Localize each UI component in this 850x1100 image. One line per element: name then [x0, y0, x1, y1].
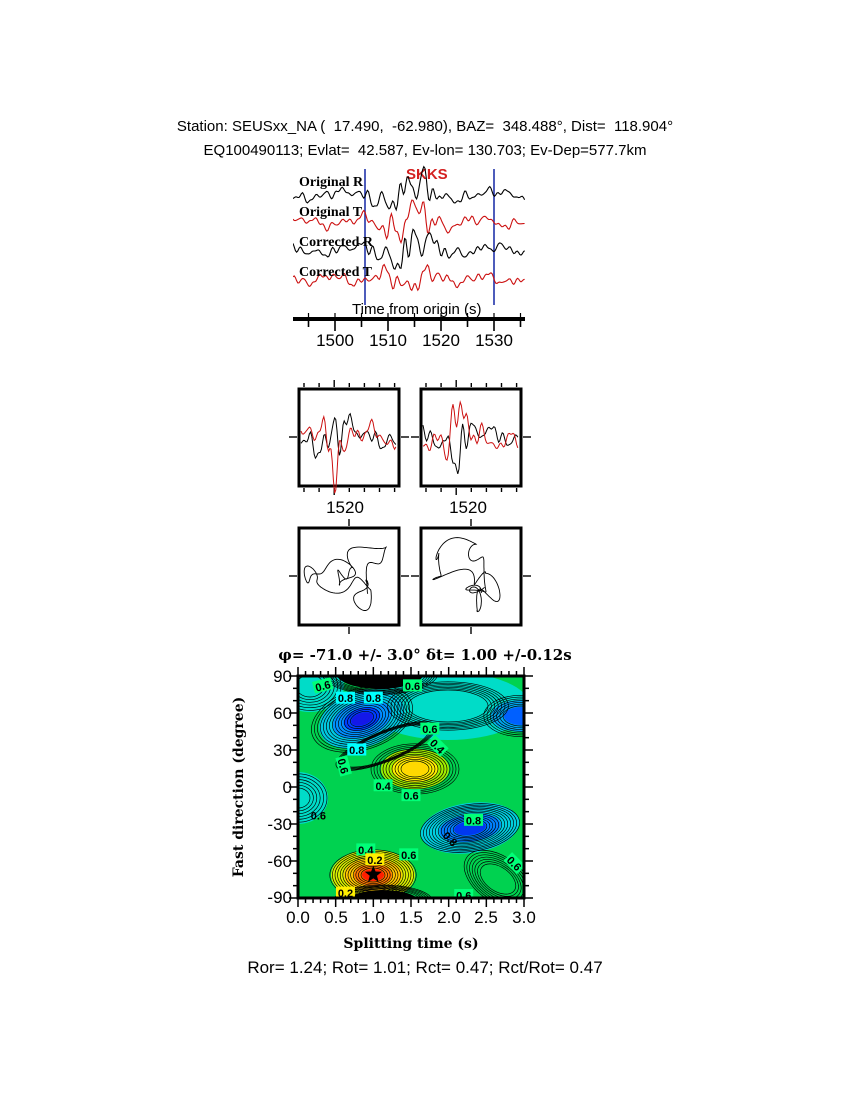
contour-label: 0.6 — [401, 789, 421, 803]
contour-label: 0.6 — [420, 722, 440, 736]
map-title: φ= -71.0 +/- 3.0° δt= 1.00 +/-0.12s — [278, 646, 572, 664]
svg-text:0.4: 0.4 — [375, 781, 391, 793]
contour-label: 0.6 — [399, 848, 419, 862]
phi-tick-label: 0 — [282, 778, 292, 797]
map-xlabel: Splitting time (s) — [343, 936, 479, 952]
phi-tick-label: 30 — [273, 741, 292, 760]
svg-text:0.8: 0.8 — [366, 693, 381, 705]
time-tick-label: 1530 — [475, 331, 513, 350]
dt-tick-label: 2.5 — [474, 908, 498, 927]
dt-tick-label: 0.0 — [286, 908, 310, 927]
svg-text:0.6: 0.6 — [405, 681, 420, 693]
zoom-left-tick-label: 1520 — [326, 498, 364, 517]
svg-text:0.8: 0.8 — [466, 815, 481, 827]
dt-tick-label: 3.0 — [512, 908, 536, 927]
phi-tick-label: 90 — [273, 667, 292, 686]
contour-label: 0.2 — [335, 886, 355, 900]
contour-label: 0.4 — [373, 779, 393, 793]
trace-label-corrected-r: Corrected R — [299, 235, 373, 250]
error-surface-plot: 0.60.8 0.80.60.60.80.60.40.40.60.6 0.80.80… — [289, 667, 533, 907]
contour-label: 0.2 — [365, 853, 385, 867]
trace-corrected-r — [293, 228, 525, 270]
zoom-panel-left — [289, 380, 409, 495]
svg-text:0.6: 0.6 — [403, 791, 418, 803]
svg-text:0.2: 0.2 — [367, 855, 382, 867]
phi-tick-label: -30 — [267, 815, 292, 834]
svg-text:0.8: 0.8 — [338, 693, 353, 705]
seismogram-plot — [293, 165, 525, 305]
particle-motion-left — [289, 519, 409, 634]
station-header: Station: SEUSxx_NA ( 17.490, -62.980), B… — [176, 118, 674, 135]
time-axis-title: Time from origin (s) — [352, 301, 482, 318]
time-tick-label: 1510 — [369, 331, 407, 350]
map-ylabel: Fast direction (degree) — [231, 696, 247, 878]
phase-label: SKKS — [406, 166, 448, 183]
contour-label: 0.8 — [347, 743, 367, 757]
svg-text:0.2: 0.2 — [338, 888, 353, 900]
zoom-right-tick-label: 1520 — [449, 498, 487, 517]
trace-corrected-t — [293, 263, 525, 292]
dt-tick-label: 2.0 — [437, 908, 461, 927]
phi-tick-label: -90 — [267, 888, 292, 907]
svg-text:0.6: 0.6 — [401, 850, 416, 862]
trace-label-original-t: Original T — [299, 205, 363, 220]
time-tick-label: 1500 — [316, 331, 354, 350]
dt-tick-label: 1.0 — [361, 908, 385, 927]
trace-original-r — [293, 165, 525, 212]
svg-text:0.6: 0.6 — [314, 679, 332, 695]
time-axis — [293, 313, 525, 331]
footer-stats: Ror= 1.24; Rot= 1.01; Rct= 0.47; Rct/Rot… — [247, 958, 603, 977]
contour-label: 0.6 — [311, 810, 326, 822]
svg-text:0.6: 0.6 — [456, 891, 471, 903]
dt-tick-label: 0.5 — [324, 908, 348, 927]
best-fit-star-marker — [364, 865, 382, 882]
trace-original-t — [293, 199, 525, 245]
contour-label: 0.8 — [363, 691, 383, 705]
contour-label: 0.6 — [334, 755, 352, 777]
contour-label: 0.8 — [464, 813, 484, 827]
phi-tick-label: 60 — [273, 704, 292, 723]
trace-label-original-r: Original R — [299, 175, 364, 190]
contour-label: 0.6 — [403, 679, 423, 693]
event-header: EQ100490113; Evlat= 42.587, Ev-lon= 130.… — [203, 142, 647, 159]
svg-text:0.8: 0.8 — [349, 745, 364, 757]
zoom-panel-right — [411, 380, 531, 495]
trace-label-corrected-t: Corrected T — [299, 265, 372, 280]
contour-label: 0.6 — [312, 677, 334, 695]
particle-motion-right — [411, 519, 531, 634]
svg-text:0.6: 0.6 — [311, 810, 326, 822]
contour-label: 0.8 — [335, 691, 355, 705]
phi-tick-label: -60 — [267, 852, 292, 871]
svg-text:0.6: 0.6 — [334, 757, 350, 775]
svg-text:0.6: 0.6 — [422, 724, 437, 736]
contour-label: 0.6 — [454, 889, 474, 903]
dt-tick-label: 1.5 — [399, 908, 423, 927]
time-tick-label: 1520 — [422, 331, 460, 350]
